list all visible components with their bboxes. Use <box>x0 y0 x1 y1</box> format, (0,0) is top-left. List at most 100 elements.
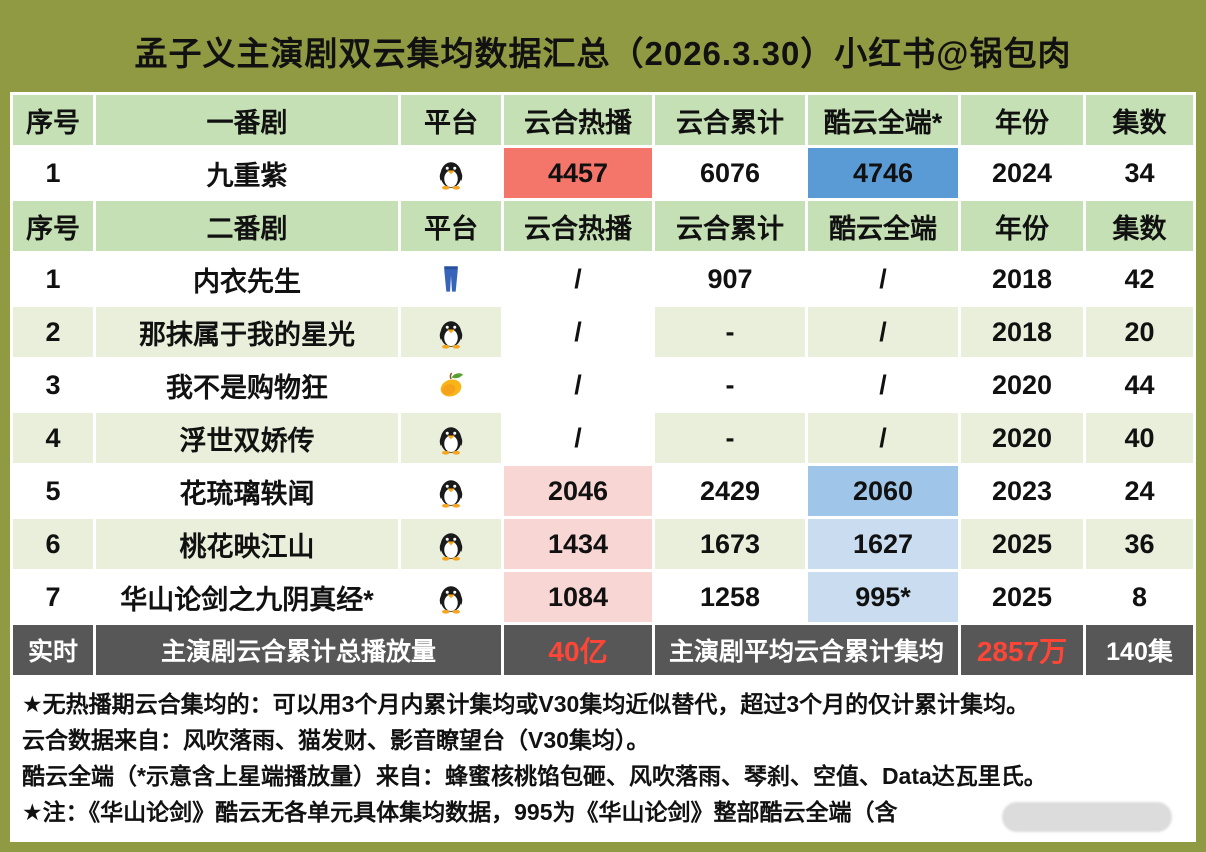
cell-kuyun: / <box>808 413 958 463</box>
table2-header-cell: 云合热播 <box>504 201 652 251</box>
cell-index: 4 <box>13 413 93 463</box>
table2-header-cell: 二番剧 <box>96 201 398 251</box>
note-line: 酷云全端（*示意含上星端播放量）来自：蜂蜜核桃馅包砸、风吹落雨、琴刹、空值、Da… <box>22 763 1047 789</box>
cell-yunhe-total: 1258 <box>655 572 805 622</box>
penguin-icon <box>436 528 466 561</box>
cell-index: 3 <box>13 360 93 410</box>
note-line: ★无热播期云合集均的：可以用3个月内累计集均或V30集均近似替代，超过3个月的仅… <box>22 691 1030 717</box>
cell-kuyun: 4746 <box>808 148 958 198</box>
cell-year: 2020 <box>961 360 1083 410</box>
cell-index: 1 <box>13 254 93 304</box>
summary-realtime-label: 实时 <box>13 625 93 675</box>
cell-yunhe-total: - <box>655 307 805 357</box>
penguin-icon <box>436 475 466 508</box>
cell-year: 2025 <box>961 572 1083 622</box>
cell-platform <box>401 148 501 198</box>
cell-yunhe-total: 2429 <box>655 466 805 516</box>
table1-header-cell: 酷云全端* <box>808 95 958 145</box>
cell-year: 2018 <box>961 307 1083 357</box>
cell-yunhe-hot: 2046 <box>504 466 652 516</box>
penguin-icon <box>436 581 466 614</box>
cell-yunhe-hot: 1434 <box>504 519 652 569</box>
table1-header-cell: 平台 <box>401 95 501 145</box>
table1-header-cell: 云合热播 <box>504 95 652 145</box>
table2-header-cell: 集数 <box>1086 201 1193 251</box>
table1-header-cell: 一番剧 <box>96 95 398 145</box>
summary-total-value: 40亿 <box>504 625 652 675</box>
cell-episodes: 40 <box>1086 413 1193 463</box>
table2-header-cell: 云合累计 <box>655 201 805 251</box>
cell-show-name: 那抹属于我的星光 <box>96 307 398 357</box>
cell-yunhe-total: - <box>655 360 805 410</box>
table1-header-cell: 集数 <box>1086 95 1193 145</box>
penguin-icon <box>436 157 466 190</box>
cell-show-name: 内衣先生 <box>96 254 398 304</box>
cell-yunhe-hot: / <box>504 254 652 304</box>
notes-section: ★无热播期云合集均的：可以用3个月内累计集均或V30集均近似替代，超过3个月的仅… <box>10 678 1196 842</box>
mango-icon <box>436 370 466 400</box>
penguin-icon <box>436 422 466 455</box>
penguin-icon <box>436 316 466 349</box>
cell-index: 1 <box>13 148 93 198</box>
cell-year: 2023 <box>961 466 1083 516</box>
cell-index: 6 <box>13 519 93 569</box>
cell-yunhe-hot: 4457 <box>504 148 652 198</box>
cell-episodes: 20 <box>1086 307 1193 357</box>
cell-year: 2025 <box>961 519 1083 569</box>
cell-yunhe-hot: / <box>504 413 652 463</box>
cell-kuyun: / <box>808 307 958 357</box>
summary-average-value: 2857万 <box>961 625 1083 675</box>
table1-header-cell: 序号 <box>13 95 93 145</box>
summary-episodes-total: 140集 <box>1086 625 1193 675</box>
cell-show-name: 华山论剑之九阴真经* <box>96 572 398 622</box>
cell-index: 2 <box>13 307 93 357</box>
cell-yunhe-total: - <box>655 413 805 463</box>
cell-platform <box>401 572 501 622</box>
cell-platform <box>401 519 501 569</box>
jeans-icon <box>439 264 463 294</box>
cell-year: 2024 <box>961 148 1083 198</box>
cell-year: 2018 <box>961 254 1083 304</box>
cell-episodes: 42 <box>1086 254 1193 304</box>
cell-platform <box>401 413 501 463</box>
cell-index: 7 <box>13 572 93 622</box>
cell-year: 2020 <box>961 413 1083 463</box>
cell-show-name: 桃花映江山 <box>96 519 398 569</box>
cell-platform <box>401 307 501 357</box>
cell-show-name: 九重紫 <box>96 148 398 198</box>
table1-header-cell: 年份 <box>961 95 1083 145</box>
cell-platform <box>401 360 501 410</box>
cell-show-name: 我不是购物狂 <box>96 360 398 410</box>
cell-episodes: 36 <box>1086 519 1193 569</box>
note-line: 云合数据来自：风吹落雨、猫发财、影音瞭望台（V30集均）。 <box>22 727 650 753</box>
cell-kuyun: 995* <box>808 572 958 622</box>
cell-kuyun: 1627 <box>808 519 958 569</box>
table1-header-cell: 云合累计 <box>655 95 805 145</box>
cell-kuyun: / <box>808 254 958 304</box>
cell-yunhe-hot: / <box>504 307 652 357</box>
cell-episodes: 24 <box>1086 466 1193 516</box>
cell-yunhe-total: 6076 <box>655 148 805 198</box>
cell-episodes: 8 <box>1086 572 1193 622</box>
cell-platform <box>401 466 501 516</box>
cell-episodes: 44 <box>1086 360 1193 410</box>
note-line: ★注：《华山论剑》酷云无各单元具体集均数据，995为《华山论剑》整部酷云全端（含 <box>22 799 898 825</box>
cell-index: 5 <box>13 466 93 516</box>
cell-episodes: 34 <box>1086 148 1193 198</box>
cell-yunhe-hot: 1084 <box>504 572 652 622</box>
cell-show-name: 浮世双娇传 <box>96 413 398 463</box>
cell-kuyun: 2060 <box>808 466 958 516</box>
cell-yunhe-total: 1673 <box>655 519 805 569</box>
cell-yunhe-hot: / <box>504 360 652 410</box>
watermark <box>1002 802 1172 832</box>
cell-kuyun: / <box>808 360 958 410</box>
summary-average-label: 主演剧平均云合累计集均 <box>655 625 958 675</box>
cell-show-name: 花琉璃轶闻 <box>96 466 398 516</box>
table2-header-cell: 酷云全端 <box>808 201 958 251</box>
table2-header-cell: 序号 <box>13 201 93 251</box>
page-title: 孟子义主演剧双云集均数据汇总（2026.3.30）小红书@锅包肉 <box>134 35 1072 72</box>
data-table: 序号 一番剧 平台 云合热播 云合累计 酷云全端* 年份 集数 1 九重紫 4457 6076 4746… <box>10 92 1196 678</box>
cell-yunhe-total: 907 <box>655 254 805 304</box>
cell-platform <box>401 254 501 304</box>
